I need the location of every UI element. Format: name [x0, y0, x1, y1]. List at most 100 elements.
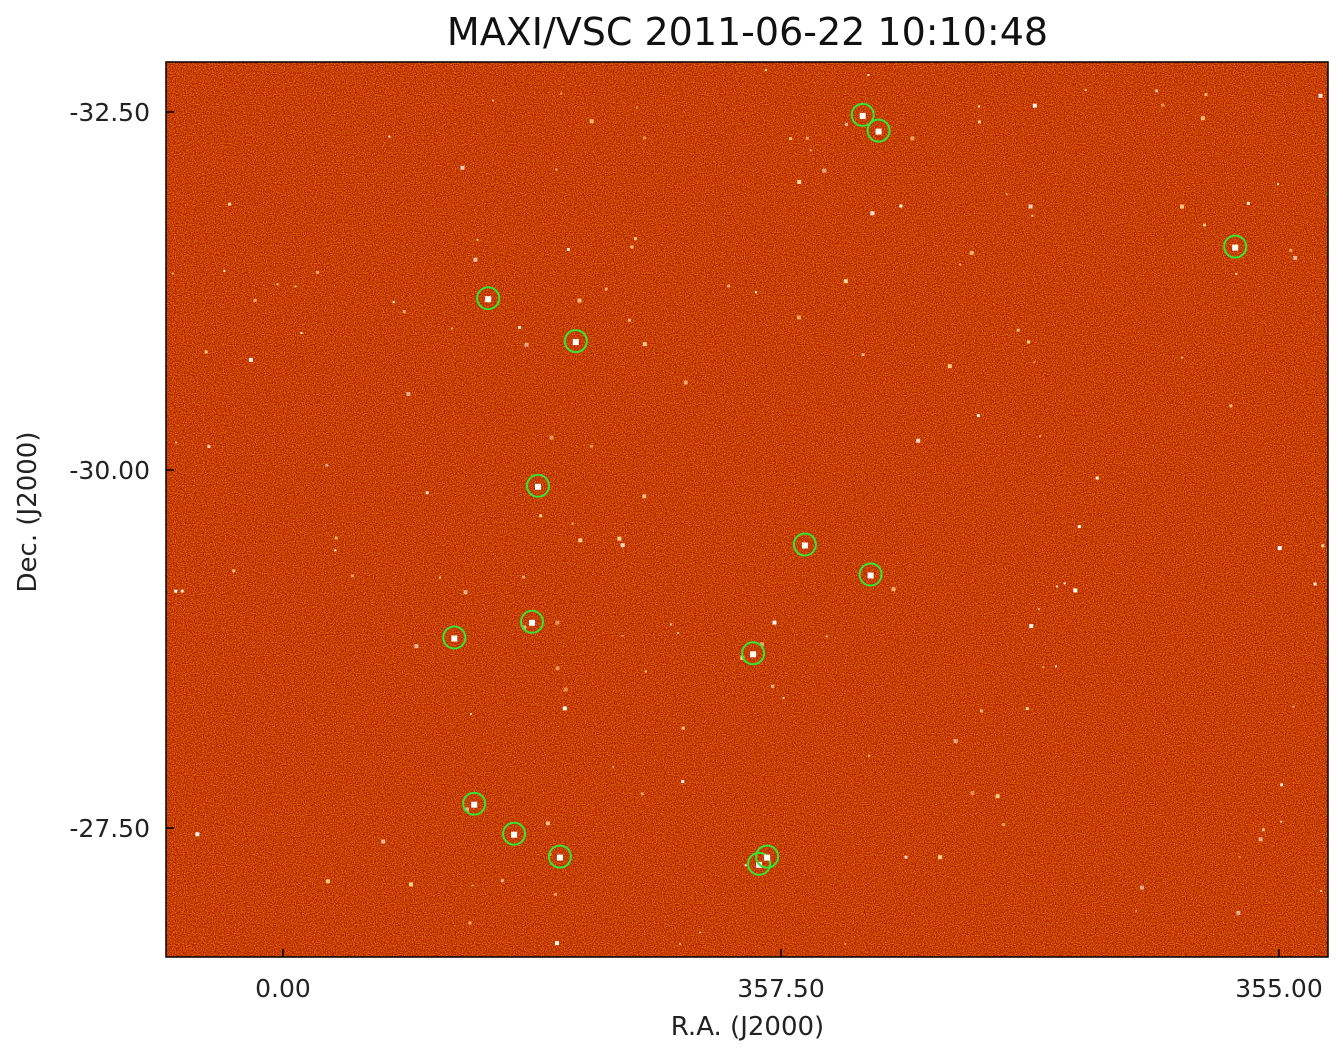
source-marker-circle[interactable] — [747, 851, 772, 876]
background-speck — [1258, 837, 1263, 842]
background-speck — [627, 318, 631, 322]
source-marker-circle[interactable] — [866, 118, 891, 143]
background-speck — [409, 882, 413, 887]
background-speck — [976, 414, 980, 418]
background-speck — [844, 942, 847, 945]
source-spot — [1336, 192, 1342, 198]
source-marker-circle[interactable] — [858, 562, 883, 587]
background-speck — [1155, 89, 1159, 93]
source-marker-circle[interactable] — [547, 844, 572, 869]
source-marker-circle[interactable] — [526, 473, 550, 498]
background-speck — [1039, 435, 1041, 438]
source-layer — [442, 102, 1343, 876]
background-speck — [560, 92, 563, 95]
source-marker-circle[interactable] — [563, 329, 588, 354]
background-speck — [248, 357, 253, 362]
source-marker-circle[interactable] — [442, 625, 467, 650]
background-speck — [699, 931, 702, 934]
source-marker-circle[interactable] — [1326, 183, 1343, 205]
background-speck — [797, 315, 801, 320]
background-speck — [1277, 183, 1279, 186]
source-marker-circle[interactable] — [520, 609, 544, 634]
background-speck — [545, 821, 550, 826]
background-speck — [978, 120, 981, 124]
background-speck — [995, 794, 1000, 799]
background-speck — [642, 494, 647, 499]
background-speck — [522, 625, 527, 630]
background-speck — [1280, 820, 1283, 823]
background-speck — [953, 739, 958, 744]
source-spot — [511, 831, 518, 838]
background-speck — [460, 165, 465, 170]
background-speck — [414, 644, 419, 649]
plot-frame — [165, 61, 1329, 958]
source-marker-circle[interactable] — [741, 641, 766, 666]
background-speck — [232, 569, 236, 573]
background-speck — [522, 575, 525, 579]
x-axis-label: R.A. (J2000) — [670, 1012, 825, 1042]
image-title: MAXI/VSC 2011-06-22 10:10:48 — [446, 10, 1049, 54]
source-marker-circle[interactable] — [1223, 234, 1248, 259]
source-spot — [471, 801, 478, 808]
y-axis: -32.50 -30.00 -27.50 — [69, 98, 174, 843]
background-speck — [789, 137, 793, 141]
background-speck — [174, 589, 178, 593]
background-speck — [825, 635, 828, 638]
source-marker-circle[interactable] — [462, 791, 487, 816]
background-speck — [1289, 248, 1293, 252]
background-speck — [1246, 201, 1250, 205]
background-speck — [425, 491, 429, 495]
background-speck — [1005, 193, 1008, 196]
background-speck — [620, 543, 625, 548]
background-speck — [635, 106, 638, 109]
y-tick-label: -32.50 — [69, 98, 150, 127]
background-speck — [589, 444, 593, 448]
y-tick-label: -30.00 — [69, 456, 150, 485]
background-speck — [518, 326, 522, 329]
background-speck — [904, 855, 908, 859]
background-speck — [1229, 404, 1233, 408]
background-speck — [555, 941, 559, 946]
background-speck — [1016, 328, 1020, 332]
background-speck — [947, 364, 952, 369]
background-speck — [1063, 582, 1066, 585]
background-speck — [1293, 255, 1298, 260]
source-marker-circle[interactable] — [850, 102, 875, 127]
x-tick-label: 357.50 — [737, 974, 824, 1003]
source-marker-circle[interactable] — [792, 532, 817, 557]
background-speck — [473, 257, 478, 262]
background-speck — [959, 263, 962, 266]
background-speck — [772, 620, 777, 625]
background-speck — [630, 245, 634, 249]
background-speck — [463, 590, 468, 595]
background-speck — [554, 892, 558, 896]
source-spot — [529, 619, 535, 626]
source-spot — [451, 635, 458, 642]
background-speck — [868, 754, 871, 757]
background-speck — [1029, 624, 1034, 629]
background-speck — [334, 536, 338, 540]
background-speck — [1032, 103, 1037, 108]
background-speck — [1025, 707, 1029, 711]
background-speck — [470, 713, 472, 716]
background-speck — [843, 279, 848, 284]
background-speck — [1055, 665, 1057, 668]
background-speck — [223, 269, 226, 272]
background-speck — [388, 135, 391, 138]
background-speck — [782, 697, 785, 699]
source-marker-circle[interactable] — [755, 844, 780, 869]
background-speck — [562, 706, 567, 711]
background-speck — [980, 709, 983, 713]
background-speck — [402, 310, 406, 314]
background-speck — [754, 291, 757, 294]
background-speck — [300, 332, 303, 334]
background-speck — [1261, 828, 1265, 832]
background-speck — [524, 342, 529, 347]
background-speck — [1055, 585, 1058, 588]
source-marker-circle[interactable] — [476, 286, 501, 311]
background-speck — [845, 122, 848, 126]
background-speck — [1033, 361, 1036, 364]
source-spot — [535, 483, 541, 490]
source-spot — [485, 296, 492, 303]
source-marker-circle[interactable] — [502, 821, 527, 846]
